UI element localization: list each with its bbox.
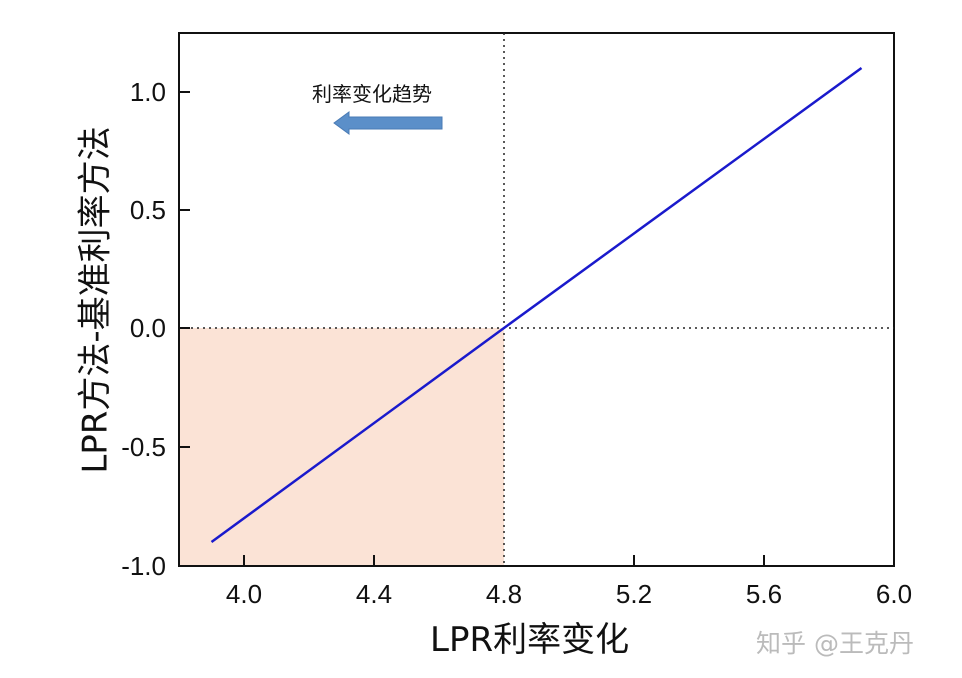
svg-text:4.8: 4.8 bbox=[486, 579, 522, 609]
svg-text:5.6: 5.6 bbox=[746, 579, 782, 609]
watermark: 知乎 @王克丹 bbox=[756, 629, 914, 658]
x-axis-label: LPR利率变化 bbox=[430, 620, 630, 660]
data-series-line bbox=[210, 66, 863, 544]
svg-text:4.0: 4.0 bbox=[226, 579, 262, 609]
svg-text:5.2: 5.2 bbox=[616, 579, 652, 609]
svg-text:0.0: 0.0 bbox=[130, 313, 166, 343]
svg-text:-0.5: -0.5 bbox=[121, 432, 166, 462]
left-arrow-icon bbox=[333, 111, 443, 135]
svg-text:4.4: 4.4 bbox=[356, 579, 392, 609]
svg-text:0.5: 0.5 bbox=[130, 195, 166, 225]
plot-frame bbox=[178, 32, 895, 567]
svg-text:-1.0: -1.0 bbox=[121, 551, 166, 581]
y-axis-ticks bbox=[179, 91, 190, 448]
y-axis-label: LPR方法-基准利率方法 bbox=[75, 126, 116, 474]
y-tick-labels: 1.0 0.5 0.0 -0.5 -1.0 bbox=[121, 77, 166, 581]
trend-annotation: 利率变化趋势 bbox=[312, 82, 432, 106]
svg-text:6.0: 6.0 bbox=[876, 579, 912, 609]
x-axis-ticks bbox=[243, 555, 765, 566]
x-tick-labels: 4.0 4.4 4.8 5.2 5.6 6.0 bbox=[226, 579, 912, 609]
svg-text:1.0: 1.0 bbox=[130, 77, 166, 107]
